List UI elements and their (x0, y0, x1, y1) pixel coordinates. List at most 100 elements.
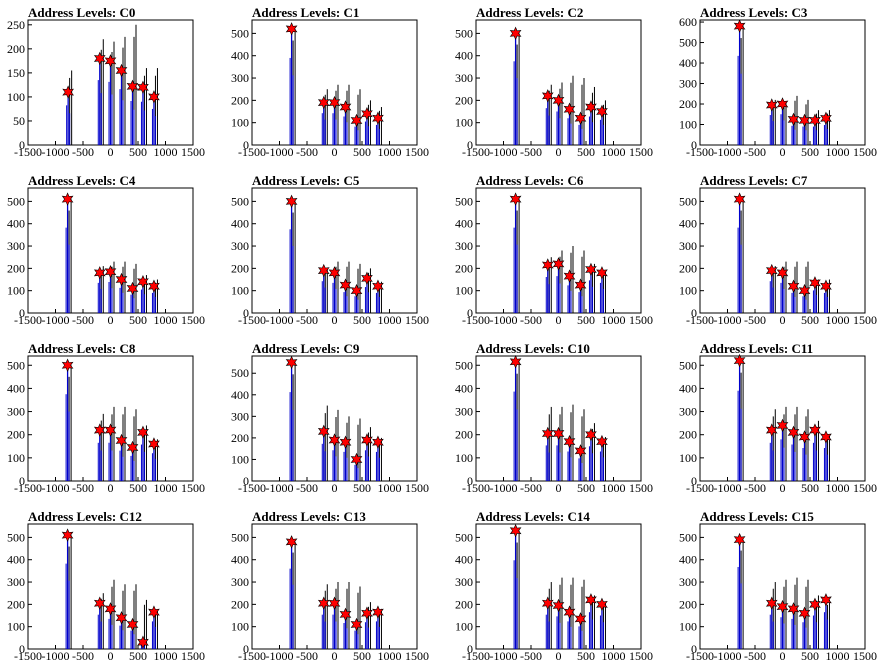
y-tick-label: 400 (7, 553, 25, 567)
x-tick-label: -1000 (42, 145, 70, 159)
y-tick-label: 100 (231, 452, 249, 466)
x-tick-label: 500 (801, 481, 819, 495)
y-tick-label: 300 (231, 575, 249, 589)
star-marker (339, 435, 352, 449)
y-tick-label: 400 (231, 388, 249, 402)
x-tick-label: 1000 (826, 481, 850, 495)
y-tick-label: 0 (19, 138, 25, 152)
x-tick-label: 500 (129, 649, 147, 663)
star-marker (350, 452, 363, 467)
x-tick-label: 500 (129, 481, 147, 495)
y-tick-label: 200 (455, 428, 473, 442)
x-tick-label: 1000 (602, 313, 626, 327)
subplot-title: Address Levels: C13 (252, 509, 366, 524)
star-marker (93, 596, 106, 610)
star-marker (765, 423, 778, 437)
x-tick-label: 0 (108, 313, 114, 327)
x-tick-label: 0 (780, 313, 786, 327)
subplot-title: Address Levels: C3 (700, 5, 808, 20)
star-marker (115, 433, 128, 448)
y-tick-label: 0 (243, 306, 249, 320)
subplot-9: Address Levels: C90100200300400500-1500-… (231, 341, 429, 495)
y-tick-label: 500 (455, 194, 473, 208)
x-tick-label: 0 (556, 649, 562, 663)
star-marker (787, 602, 800, 616)
x-tick-label: 1000 (378, 481, 402, 495)
y-tick-label: 100 (231, 116, 249, 130)
star-marker (148, 279, 160, 293)
star-marker (126, 440, 139, 455)
star-marker (328, 266, 341, 280)
y-tick-label: 100 (7, 284, 25, 298)
x-tick-label: 1500 (853, 145, 877, 159)
x-tick-label: 500 (129, 145, 147, 159)
star-marker (798, 430, 811, 444)
x-tick-label: 1500 (629, 481, 653, 495)
x-tick-label: -1500 (14, 481, 42, 495)
x-tick-label: -500 (72, 481, 94, 495)
star-marker (585, 427, 597, 442)
y-tick-label: 400 (231, 217, 249, 231)
x-tick-label: -1500 (14, 145, 42, 159)
y-tick-label: 400 (679, 56, 697, 70)
y-tick-label: 100 (679, 284, 697, 298)
x-tick-label: -1000 (490, 145, 518, 159)
star-marker (776, 599, 789, 614)
y-tick-label: 0 (243, 642, 249, 656)
star-marker (809, 276, 821, 290)
y-tick-label: 200 (679, 428, 697, 442)
x-tick-label: -500 (296, 649, 318, 663)
y-tick-label: 100 (7, 620, 25, 634)
x-tick-label: 1500 (405, 313, 429, 327)
star-marker (585, 262, 597, 277)
y-tick-label: 100 (231, 620, 249, 634)
star-marker (596, 597, 608, 612)
y-tick-label: 150 (7, 66, 25, 80)
subplot-7: Address Levels: C70100200300400500-1500-… (679, 173, 877, 327)
x-tick-label: 1500 (853, 649, 877, 663)
star-marker (126, 281, 139, 296)
star-marker (137, 275, 149, 289)
x-tick-label: 1500 (181, 481, 205, 495)
y-tick-label: 100 (455, 116, 473, 130)
x-tick-label: -1000 (42, 649, 70, 663)
y-tick-label: 400 (679, 217, 697, 231)
x-tick-label: -1500 (462, 481, 490, 495)
x-tick-label: 0 (780, 145, 786, 159)
x-tick-label: 1500 (629, 649, 653, 663)
subplot-12: Address Levels: C12 0 100 200 300 400 500 -1500… (7, 509, 205, 663)
x-tick-label: -1000 (42, 481, 70, 495)
star-marker (339, 607, 352, 622)
x-tick-label: 1500 (405, 145, 429, 159)
x-tick-label: 1000 (378, 313, 402, 327)
star-marker (820, 593, 832, 607)
star-marker (126, 617, 139, 632)
x-tick-label: 1000 (154, 649, 178, 663)
y-tick-label: 200 (7, 42, 25, 56)
star-marker (585, 100, 597, 114)
y-tick-label: 100 (455, 284, 473, 298)
x-tick-label: 1000 (826, 649, 850, 663)
star-marker (552, 257, 565, 271)
y-tick-label: 50 (13, 114, 25, 128)
x-tick-label: 1500 (405, 649, 429, 663)
x-tick-label: -1000 (714, 313, 742, 327)
x-tick-label: 500 (353, 145, 371, 159)
y-tick-label: 300 (455, 575, 473, 589)
star-marker (372, 435, 384, 449)
x-tick-label: -1500 (686, 649, 714, 663)
y-tick-label: 400 (231, 553, 249, 567)
star-marker (361, 433, 373, 447)
y-tick-label: 400 (7, 381, 25, 395)
x-tick-label: 1000 (154, 481, 178, 495)
x-tick-label: -500 (72, 145, 94, 159)
x-tick-label: 0 (332, 313, 338, 327)
x-tick-label: -1500 (686, 481, 714, 495)
star-marker (350, 113, 363, 128)
subplot-title: Address Levels: C5 (252, 173, 360, 188)
star-marker (820, 430, 832, 444)
x-tick-label: -500 (520, 481, 542, 495)
y-tick-label: 0 (467, 138, 473, 152)
x-tick-label: 500 (353, 649, 371, 663)
